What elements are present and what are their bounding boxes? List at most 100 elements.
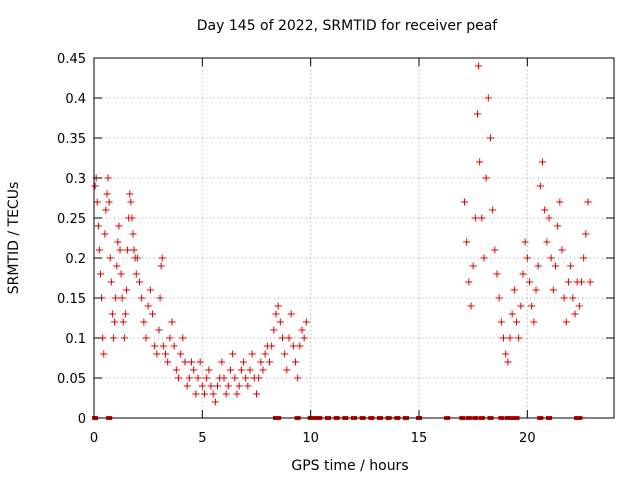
data-point bbox=[523, 254, 531, 262]
data-point bbox=[534, 262, 542, 270]
data-point bbox=[554, 222, 562, 230]
data-point bbox=[140, 318, 148, 326]
data-point bbox=[549, 286, 557, 294]
data-point bbox=[530, 318, 538, 326]
data-point bbox=[126, 190, 134, 198]
data-point bbox=[567, 262, 575, 270]
data-point bbox=[526, 278, 533, 286]
data-point bbox=[106, 254, 114, 262]
x-tick-label: 20 bbox=[519, 431, 536, 446]
data-point bbox=[185, 374, 193, 382]
data-point bbox=[476, 158, 484, 166]
data-point bbox=[237, 366, 245, 374]
data-point bbox=[268, 342, 276, 350]
data-point bbox=[119, 318, 127, 326]
data-point bbox=[222, 390, 230, 398]
data-point bbox=[132, 270, 140, 278]
data-point bbox=[168, 318, 176, 326]
data-point bbox=[274, 302, 282, 310]
data-point bbox=[142, 334, 150, 342]
data-point bbox=[513, 318, 520, 326]
data-point bbox=[556, 198, 564, 206]
data-point bbox=[164, 358, 172, 366]
data-point bbox=[170, 342, 178, 350]
y-tick-label: 0.05 bbox=[57, 372, 86, 387]
data-point bbox=[93, 198, 101, 206]
data-point bbox=[192, 390, 200, 398]
data-point bbox=[244, 382, 252, 390]
data-point bbox=[111, 318, 119, 326]
data-point bbox=[194, 374, 202, 382]
data-point bbox=[118, 294, 126, 302]
data-point bbox=[578, 278, 585, 286]
data-point bbox=[248, 350, 256, 358]
data-point bbox=[489, 206, 497, 214]
data-point bbox=[510, 286, 518, 294]
data-point bbox=[110, 334, 117, 342]
y-tick-label: 0.25 bbox=[57, 212, 86, 227]
data-point bbox=[482, 174, 490, 182]
data-point bbox=[302, 318, 310, 326]
data-point bbox=[123, 286, 130, 294]
data-point bbox=[266, 358, 273, 366]
data-point bbox=[292, 358, 299, 366]
data-point bbox=[183, 382, 191, 390]
data-point bbox=[144, 302, 152, 310]
data-point bbox=[188, 358, 195, 366]
x-axis-title: GPS time / hours bbox=[291, 458, 408, 474]
data-point bbox=[107, 278, 115, 286]
data-point bbox=[224, 382, 232, 390]
data-point bbox=[172, 366, 180, 374]
data-point bbox=[294, 374, 302, 382]
data-point bbox=[539, 158, 546, 166]
data-point bbox=[545, 214, 553, 222]
data-point bbox=[231, 374, 239, 382]
data-point bbox=[95, 246, 103, 254]
data-point bbox=[229, 350, 237, 358]
data-point bbox=[127, 198, 135, 206]
data-point bbox=[575, 302, 583, 310]
data-point bbox=[91, 182, 99, 190]
data-point bbox=[502, 350, 510, 358]
data-point bbox=[465, 278, 473, 286]
data-point bbox=[155, 326, 163, 334]
data-point bbox=[158, 254, 166, 262]
data-point bbox=[242, 374, 250, 382]
data-point bbox=[467, 302, 475, 310]
data-point bbox=[582, 230, 590, 238]
y-tick-label: 0.3 bbox=[65, 172, 86, 187]
data-point bbox=[255, 374, 263, 382]
data-point bbox=[128, 214, 136, 222]
data-point bbox=[205, 366, 213, 374]
data-point bbox=[175, 374, 182, 382]
data-point bbox=[240, 358, 247, 366]
data-point bbox=[100, 350, 108, 358]
data-point bbox=[115, 222, 123, 230]
data-point bbox=[532, 286, 540, 294]
data-point bbox=[103, 190, 111, 198]
data-point bbox=[108, 310, 116, 318]
data-point bbox=[506, 334, 514, 342]
y-tick-label: 0.35 bbox=[57, 132, 86, 147]
chart-title: Day 145 of 2022, SRMTID for receiver pea… bbox=[197, 18, 498, 34]
y-tick-label: 0 bbox=[78, 412, 86, 427]
x-tick-label: 5 bbox=[198, 431, 206, 446]
data-point bbox=[259, 366, 267, 374]
data-point bbox=[235, 382, 243, 390]
data-points bbox=[91, 62, 594, 406]
data-point bbox=[543, 238, 551, 246]
data-point bbox=[480, 254, 488, 262]
data-point bbox=[515, 334, 523, 342]
data-point bbox=[584, 198, 592, 206]
data-point bbox=[209, 390, 217, 398]
data-point bbox=[117, 270, 125, 278]
data-point bbox=[580, 254, 588, 262]
data-point bbox=[469, 262, 477, 270]
data-point bbox=[102, 206, 110, 214]
data-point bbox=[153, 350, 161, 358]
data-point bbox=[233, 390, 241, 398]
y-tick-label: 0.1 bbox=[65, 332, 86, 347]
data-point bbox=[276, 318, 284, 326]
data-point bbox=[112, 294, 120, 302]
